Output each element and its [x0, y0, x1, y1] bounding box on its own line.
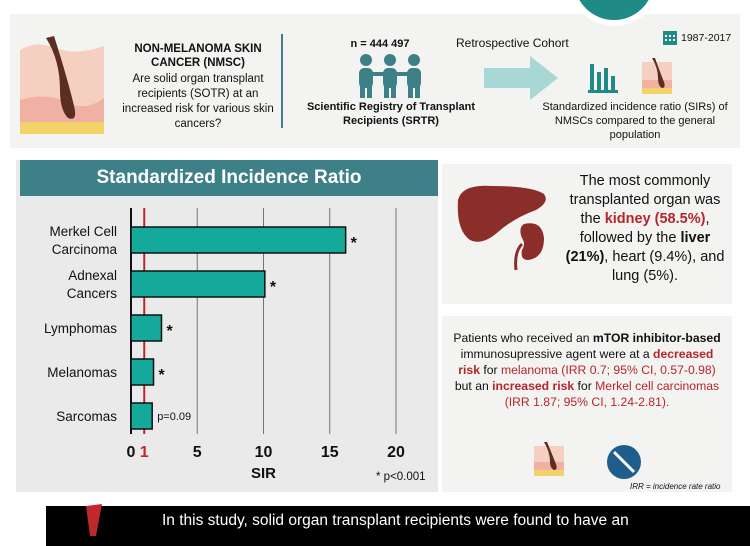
mtor-merkel: Merkel cell carcinomas (IRR 1.87; 95% CI… [504, 379, 720, 409]
organ-kidney: kidney (58.5%) [604, 211, 706, 227]
organ-text: The most commonly transplanted organ was… [560, 172, 730, 286]
sir-bar-chart: Merkel Cell Carcinoma * Adnexal Cancers * Lymp… [44, 208, 426, 483]
bar-4 [130, 402, 153, 430]
x-tick-label-3: 10 [255, 444, 273, 461]
skin-melanoma-icon [534, 442, 564, 476]
organ-liver: liver (21%) [565, 230, 711, 265]
arrow-icon [484, 56, 558, 100]
bar-annotation-3: * [159, 367, 166, 384]
nmsc-title: NON-MELANOMA SKIN CANCER (NMSC) [134, 43, 262, 69]
skin-layer-icon [20, 36, 104, 134]
category-label-0-0: Merkel Cell [49, 224, 117, 239]
category-label-1-1: Cancers [67, 286, 118, 301]
bar-0 [130, 226, 347, 254]
bar-1 [130, 270, 266, 298]
chart-panel [16, 160, 438, 492]
mtor-box [442, 316, 732, 492]
bar-annotation-1: * [270, 279, 277, 296]
mtor-decreased: decreased risk [458, 347, 714, 377]
skin-small-icon [642, 58, 672, 94]
header-divider [281, 34, 283, 128]
people-icon [359, 54, 421, 98]
x-tick-label-1: 1 [140, 444, 149, 461]
x-tick-label-4: 15 [321, 444, 339, 461]
category-label-3-0: Melanomas [47, 365, 117, 380]
mtor-t4: but an [454, 379, 489, 393]
liver-kidney-icon [457, 185, 546, 271]
nmsc-question: Are solid organ transplant recipients (S… [122, 73, 274, 130]
x-tick-label-5: 20 [387, 444, 405, 461]
bar-2 [130, 314, 163, 342]
x-axis-label: SIR [251, 465, 276, 482]
calendar-icon [663, 31, 677, 45]
conclusion-text: In this study, solid organ transplant re… [162, 512, 629, 529]
sample-size: n = 444 497 [350, 38, 410, 50]
category-label-2-0: Lymphomas [44, 321, 117, 336]
mtor-t1: Patients who received an [453, 331, 590, 345]
x-tick-label-2: 5 [193, 444, 202, 461]
warning-icon [86, 504, 102, 536]
mtor-agent: mTOR inhibitor-based [592, 331, 721, 345]
outcome-desc: Standardized incidence ratio (SIRs) of N… [542, 101, 728, 141]
mtor-text: Patients who received an mTOR inhibitor-… [452, 330, 722, 410]
mtor-t3: for [483, 363, 498, 377]
organ-text-3: , heart (9.4%), and lung (5%). [604, 249, 725, 284]
cohort-label: Retrospective Cohort [456, 36, 569, 50]
chart-title: Standardized Incidence Ratio [20, 160, 438, 196]
bar-annotation-0: * [351, 235, 358, 252]
category-label-4-0: Sarcomas [56, 409, 117, 424]
pill-icon [607, 445, 641, 479]
mtor-increased: increased risk [492, 379, 575, 393]
registry-name: Scientific Registry of Transplant Recipi… [306, 101, 476, 127]
category-label-1-0: Adnexal [68, 268, 117, 283]
mtor-melanoma: melanoma (IRR 0.7; 95% CI, 0.57-0.98) [500, 363, 716, 377]
bar-chart-icon [588, 64, 618, 93]
x-tick-label-0: 0 [127, 444, 136, 461]
organ-text-2: , followed by the [579, 211, 710, 246]
header-band [10, 14, 740, 148]
organ-text-1: The most commonly transplanted organ was… [569, 173, 721, 227]
bar-annotation-4: p=0.09 [157, 411, 191, 423]
mtor-t2: immunosupressive agent were at a [460, 347, 650, 361]
significance-footnote: * p<0.001 [376, 471, 426, 483]
bar-3 [130, 358, 155, 386]
irr-note: IRR = incidence rate ratio [630, 482, 721, 491]
category-label-0-1: Carcinoma [52, 242, 118, 257]
mtor-t5: for [577, 379, 592, 393]
bar-annotation-2: * [166, 323, 173, 340]
study-years: 1987-2017 [681, 32, 732, 44]
